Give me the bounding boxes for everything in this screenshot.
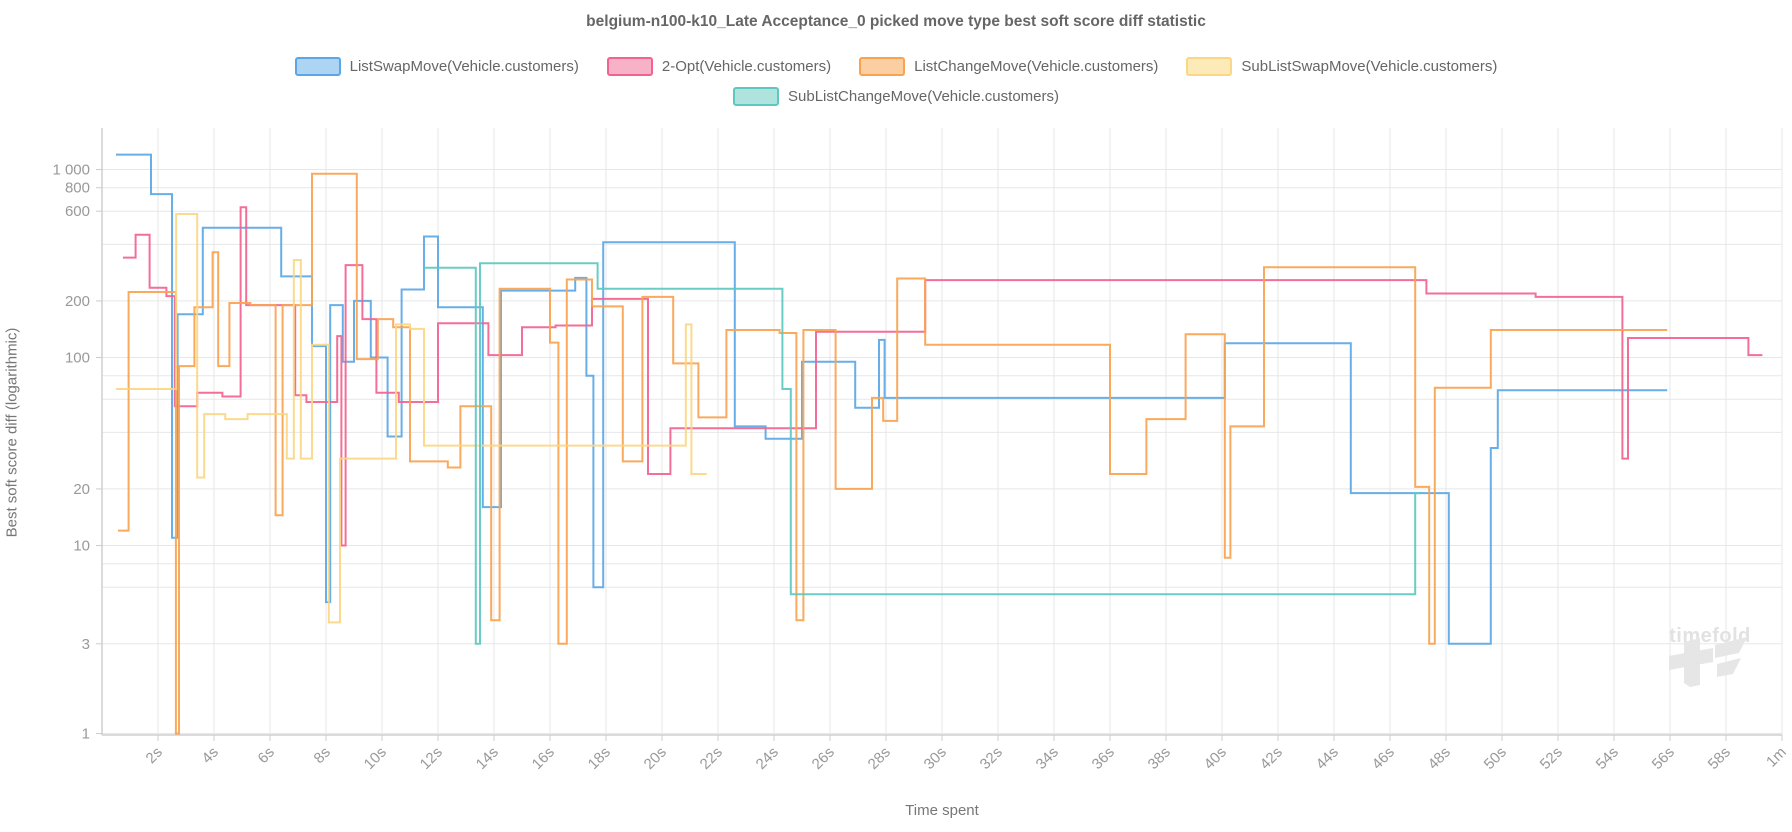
- legend-item-list-change-move[interactable]: ListChangeMove(Vehicle.customers): [859, 57, 1158, 76]
- x-axis-title: Time spent: [905, 802, 979, 819]
- x-tick-label: 56s: [1649, 744, 1678, 773]
- x-tick-label: 34s: [1033, 744, 1062, 773]
- x-tick-label: 14s: [473, 744, 502, 773]
- chart-title: belgium-n100-k10_Late Acceptance_0 picke…: [586, 13, 1206, 30]
- series-line-list-change-move: [118, 172, 1668, 735]
- x-tick-label: 18s: [585, 744, 614, 773]
- x-tick-label: 1m: [1763, 744, 1790, 771]
- y-tick-label: 3: [82, 636, 90, 653]
- x-tick-label: 48s: [1425, 744, 1454, 773]
- x-tick-label: 26s: [809, 744, 838, 773]
- x-tick-label: 22s: [697, 744, 726, 773]
- y-tick-label: 1 000: [52, 162, 90, 179]
- timefold-logo-icon: [1669, 637, 1747, 687]
- x-tick-label: 24s: [753, 744, 782, 773]
- x-tick-label: 54s: [1593, 744, 1622, 773]
- legend-label: SubListSwapMove(Vehicle.customers): [1241, 58, 1498, 75]
- series-line-sub-list-swap-move: [116, 213, 707, 624]
- x-tick-label: 4s: [199, 744, 222, 767]
- legend-item-two-opt[interactable]: 2-Opt(Vehicle.customers): [606, 57, 832, 76]
- legend-swatch-list-change-move: [859, 57, 906, 76]
- legend-item-list-swap-move[interactable]: ListSwapMove(Vehicle.customers): [294, 57, 579, 76]
- x-tick-label: 20s: [641, 744, 670, 773]
- x-tick-label: 30s: [921, 744, 950, 773]
- x-tick-label: 8s: [311, 744, 334, 767]
- y-tick-label: 800: [65, 180, 90, 197]
- legend-item-sub-list-change-move[interactable]: SubListChangeMove(Vehicle.customers): [733, 87, 1059, 106]
- y-tick-label: 1: [82, 726, 90, 743]
- x-tick-label: 2s: [143, 744, 166, 767]
- legend-label: ListSwapMove(Vehicle.customers): [349, 58, 579, 75]
- watermark: timefold: [1655, 625, 1765, 687]
- x-tick-label: 32s: [977, 744, 1006, 773]
- x-tick-label: 42s: [1257, 744, 1286, 773]
- legend-item-sub-list-swap-move[interactable]: SubListSwapMove(Vehicle.customers): [1186, 57, 1497, 76]
- y-tick-label: 600: [65, 203, 90, 220]
- x-tick-label: 52s: [1537, 744, 1566, 773]
- x-tick-label: 40s: [1201, 744, 1230, 773]
- y-tick-label: 20: [73, 481, 90, 498]
- legend-swatch-list-swap-move: [294, 57, 341, 76]
- y-tick-label: 10: [73, 538, 90, 555]
- x-tick-label: 58s: [1705, 744, 1734, 773]
- x-tick-label: 28s: [865, 744, 894, 773]
- legend-swatch-two-opt: [606, 57, 653, 76]
- legend-row-2: SubListChangeMove(Vehicle.customers): [0, 87, 1792, 106]
- legend-swatch-sub-list-change-move: [733, 87, 780, 106]
- x-tick-label: 6s: [255, 744, 278, 767]
- legend-label: SubListChangeMove(Vehicle.customers): [788, 88, 1059, 105]
- x-tick-label: 44s: [1313, 744, 1342, 773]
- legend-label: 2-Opt(Vehicle.customers): [661, 58, 832, 75]
- x-tick-label: 10s: [361, 744, 390, 773]
- x-tick-label: 36s: [1089, 744, 1118, 773]
- x-tick-label: 46s: [1369, 744, 1398, 773]
- legend-swatch-sub-list-swap-move: [1186, 57, 1233, 76]
- y-tick-label: 200: [65, 293, 90, 310]
- x-tick-label: 50s: [1481, 744, 1510, 773]
- series-line-two-opt: [123, 206, 1763, 547]
- legend-row-1: ListSwapMove(Vehicle.customers) 2-Opt(Veh…: [0, 57, 1792, 76]
- x-tick-label: 12s: [417, 744, 446, 773]
- x-tick-label: 16s: [529, 744, 558, 773]
- y-tick-label: 100: [65, 350, 90, 367]
- series-line-sub-list-change-move: [424, 262, 1421, 645]
- x-tick-label: 38s: [1145, 744, 1174, 773]
- legend-label: ListChangeMove(Vehicle.customers): [914, 58, 1159, 75]
